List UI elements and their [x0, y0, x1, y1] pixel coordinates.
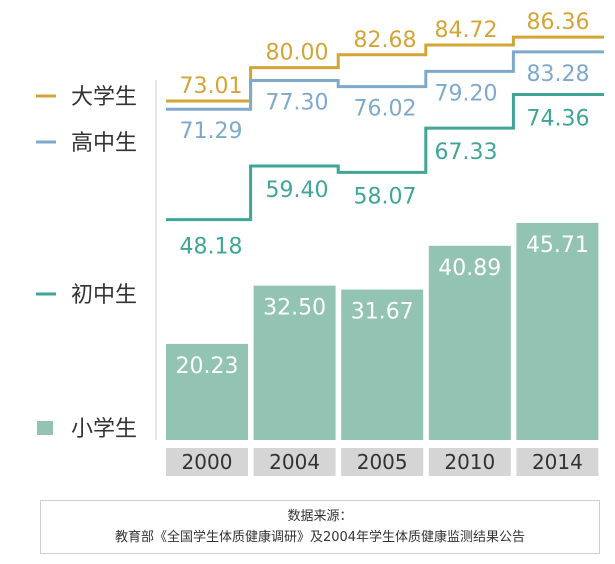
line-value-label: 74.36	[527, 107, 590, 132]
line-value-label: 67.33	[435, 140, 498, 165]
line-value-label: 80.00	[266, 41, 329, 66]
x-axis-cell-2000	[166, 448, 248, 476]
x-tick-label: 2000	[182, 450, 233, 474]
x-tick-label: 2005	[357, 450, 408, 474]
x-axis-cell-2004	[253, 448, 336, 476]
line-value-label: 83.28	[527, 62, 590, 87]
lines-layer: 73.01 80.00 82.68 84.72 86.36 71.29 77.30 76.02…	[166, 10, 604, 260]
x-tick-label: 2014	[532, 450, 583, 474]
x-axis-cell-2014	[516, 448, 599, 476]
source-note: 数据来源： 教育部《全国学生体质健康调研》及2004年学生体质健康监测结果公告	[40, 500, 600, 554]
legend-label: 小学生	[71, 417, 137, 442]
line-value-label: 79.20	[435, 81, 498, 106]
legend-label: 大学生	[71, 85, 137, 110]
line-value-label: 84.72	[435, 18, 498, 43]
bar-2010	[428, 245, 511, 440]
legend-label: 高中生	[71, 131, 137, 156]
source-title: 数据来源：	[287, 509, 353, 524]
line-value-label: 82.68	[354, 28, 417, 53]
line-value-label: 86.36	[527, 10, 590, 35]
line-value-label: 59.40	[266, 178, 329, 203]
line-value-label: 73.01	[180, 74, 243, 99]
line-value-label: 58.07	[354, 184, 417, 209]
legend-swatch-小学生	[37, 421, 53, 435]
source-text: 教育部《全国学生体质健康调研》及2004年学生体质健康监测结果公告	[114, 530, 526, 545]
bars-layer: 20.23 32.50 31.67 40.89 45.71	[166, 222, 599, 440]
line-初中生	[166, 93, 604, 222]
x-tick-label: 2004	[269, 450, 320, 474]
x-axis-band: 2000 2004 2005 2010 2014	[166, 448, 599, 476]
bar-value-label: 45.71	[526, 233, 589, 258]
line-value-label: 48.18	[180, 235, 243, 260]
line-value-label: 77.30	[266, 90, 329, 115]
chart: 2000 2004 2005 2010 2014 20.23 32.50 31.67 40.8…	[36, 10, 604, 476]
bar-value-label: 32.50	[263, 296, 326, 321]
bar-2004	[253, 285, 336, 440]
bar-value-label: 31.67	[351, 300, 414, 325]
line-value-label: 71.29	[180, 119, 243, 144]
bar-2000	[166, 343, 248, 440]
x-tick-label: 2010	[444, 450, 495, 474]
line-value-label: 76.02	[354, 97, 417, 122]
legend-label: 初中生	[71, 283, 137, 308]
bar-value-label: 20.23	[176, 354, 239, 379]
x-axis-cell-2010	[428, 448, 511, 476]
x-axis-cell-2005	[341, 448, 424, 476]
line-高中生	[166, 50, 604, 111]
bar-2014	[516, 222, 599, 440]
bar-value-label: 40.89	[438, 256, 501, 281]
bar-2005	[341, 289, 424, 440]
